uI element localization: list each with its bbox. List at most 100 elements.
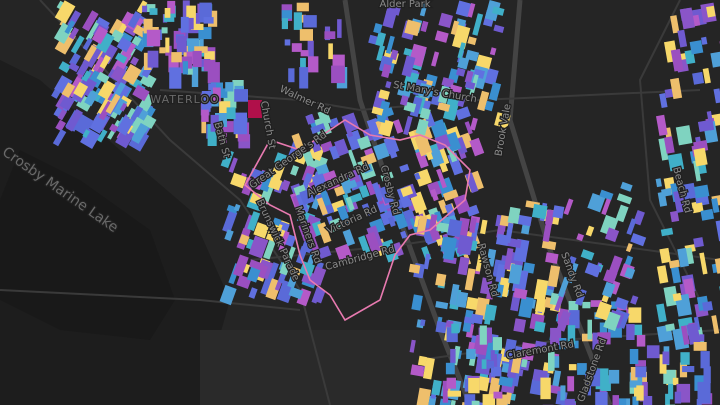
building: [486, 248, 497, 267]
building: [559, 338, 567, 350]
building: [180, 16, 189, 33]
building: [464, 394, 476, 405]
building: [373, 23, 383, 34]
building: [349, 192, 363, 204]
building: [449, 84, 463, 95]
building: [658, 137, 669, 161]
building: [371, 182, 384, 202]
building: [556, 310, 571, 332]
building: [430, 188, 439, 202]
building: [489, 47, 497, 56]
building: [711, 315, 720, 335]
building: [456, 234, 474, 256]
building: [568, 301, 579, 319]
building: [358, 235, 371, 255]
building: [54, 75, 73, 96]
building: [305, 113, 316, 125]
building: [557, 276, 570, 298]
building: [482, 394, 496, 405]
building: [375, 31, 387, 47]
building: [199, 37, 204, 50]
building: [496, 394, 508, 405]
building: [599, 322, 608, 341]
building: [533, 278, 549, 301]
building: [414, 168, 432, 187]
building: [703, 366, 711, 384]
building: [403, 116, 413, 136]
building: [419, 1, 429, 17]
building: [503, 247, 514, 270]
building: [110, 29, 124, 43]
building: [438, 199, 447, 210]
building: [400, 230, 408, 239]
building: [210, 114, 219, 132]
building: [328, 43, 333, 60]
building: [80, 128, 101, 149]
building: [92, 56, 105, 72]
building: [416, 215, 428, 235]
building: [608, 369, 620, 384]
building: [446, 377, 456, 389]
building: [465, 296, 479, 311]
building: [201, 93, 211, 112]
building: [569, 340, 579, 349]
building: [469, 217, 477, 234]
building: [316, 197, 328, 216]
building: [167, 0, 176, 14]
building: [487, 360, 494, 369]
building: [498, 376, 514, 388]
building: [266, 262, 279, 284]
building: [342, 229, 356, 247]
building: [668, 259, 680, 269]
building: [136, 0, 148, 14]
building: [453, 194, 471, 215]
building: [302, 151, 315, 167]
building: [73, 81, 89, 99]
building: [96, 71, 110, 84]
building: [280, 179, 291, 192]
building: [541, 239, 557, 251]
building: [672, 292, 682, 302]
building: [686, 323, 701, 345]
building: [494, 112, 511, 129]
building: [468, 378, 480, 394]
building: [659, 93, 668, 108]
building: [566, 262, 579, 284]
building: [442, 189, 459, 202]
building: [70, 35, 85, 54]
building: [183, 45, 188, 67]
building: [248, 100, 262, 118]
building: [376, 45, 386, 62]
building: [617, 398, 627, 405]
building: [692, 160, 701, 182]
building: [65, 108, 84, 132]
building: [677, 247, 689, 268]
building: [129, 116, 147, 136]
building: [378, 89, 390, 100]
building: [317, 245, 332, 259]
building: [130, 105, 144, 122]
building: [127, 11, 142, 29]
building: [699, 252, 708, 275]
building: [296, 193, 309, 214]
building: [630, 367, 638, 381]
building: [365, 231, 381, 254]
building: [667, 153, 685, 172]
building: [455, 67, 466, 77]
building: [633, 209, 645, 226]
building: [390, 49, 399, 61]
building: [567, 376, 575, 392]
building: [656, 303, 667, 323]
building: [310, 266, 327, 286]
building: [518, 296, 534, 319]
building: [409, 339, 416, 353]
building: [601, 198, 612, 216]
building: [68, 27, 80, 40]
building: [442, 97, 460, 122]
building: [168, 55, 179, 73]
building: [366, 117, 384, 142]
building: [431, 379, 442, 396]
building: [387, 216, 396, 227]
building: [83, 44, 98, 62]
building: [165, 37, 170, 53]
